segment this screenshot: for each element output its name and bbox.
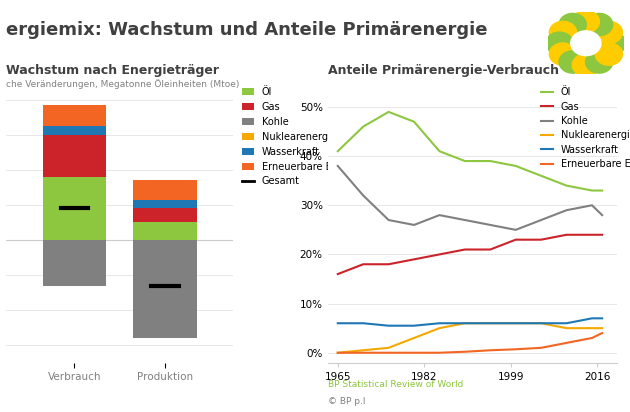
Text: ergiemix: Wachstum und Anteile Primärenergie: ergiemix: Wachstum und Anteile Primärene…	[6, 21, 488, 39]
Bar	[134, 240, 197, 338]
Bar	[43, 105, 106, 126]
Text: Wachstum nach Energieträger: Wachstum nach Energieträger	[6, 64, 219, 77]
Bar	[134, 180, 197, 200]
Circle shape	[595, 21, 622, 44]
Circle shape	[559, 51, 587, 73]
Bar	[43, 240, 106, 286]
Bar	[43, 177, 106, 240]
Text: BP Statistical Review of World: BP Statistical Review of World	[328, 380, 463, 389]
Legend: Öl, Gas, Kohle, Nuklearenergie, Wasserkraft, Erneuerbare Energien, Gesamt: Öl, Gas, Kohle, Nuklearenergie, Wasserkr…	[243, 87, 369, 186]
Bar	[134, 200, 197, 208]
Circle shape	[585, 14, 613, 36]
Bar	[134, 208, 197, 222]
Circle shape	[572, 54, 600, 76]
Circle shape	[549, 21, 576, 44]
Text: Anteile Primärenergie-Verbrauch: Anteile Primärenergie-Verbrauch	[328, 64, 559, 77]
Circle shape	[571, 31, 601, 56]
Text: © BP p.l: © BP p.l	[328, 397, 365, 406]
Bar	[134, 222, 197, 240]
Legend: Öl, Gas, Kohle, Nuklearenergie, Wasserkraft, Erneuerbare Ene: Öl, Gas, Kohle, Nuklearenergie, Wasserkr…	[541, 87, 630, 169]
Bar	[43, 126, 106, 135]
Circle shape	[598, 32, 626, 54]
Circle shape	[595, 43, 622, 65]
Circle shape	[572, 10, 600, 33]
Text: che Veränderungen, Megatonne Öleinheiten (Mtoe): che Veränderungen, Megatonne Öleinheiten…	[6, 79, 239, 89]
Circle shape	[549, 43, 576, 65]
Circle shape	[585, 51, 613, 73]
Circle shape	[546, 32, 573, 54]
Bar	[43, 135, 106, 177]
Circle shape	[559, 14, 587, 36]
